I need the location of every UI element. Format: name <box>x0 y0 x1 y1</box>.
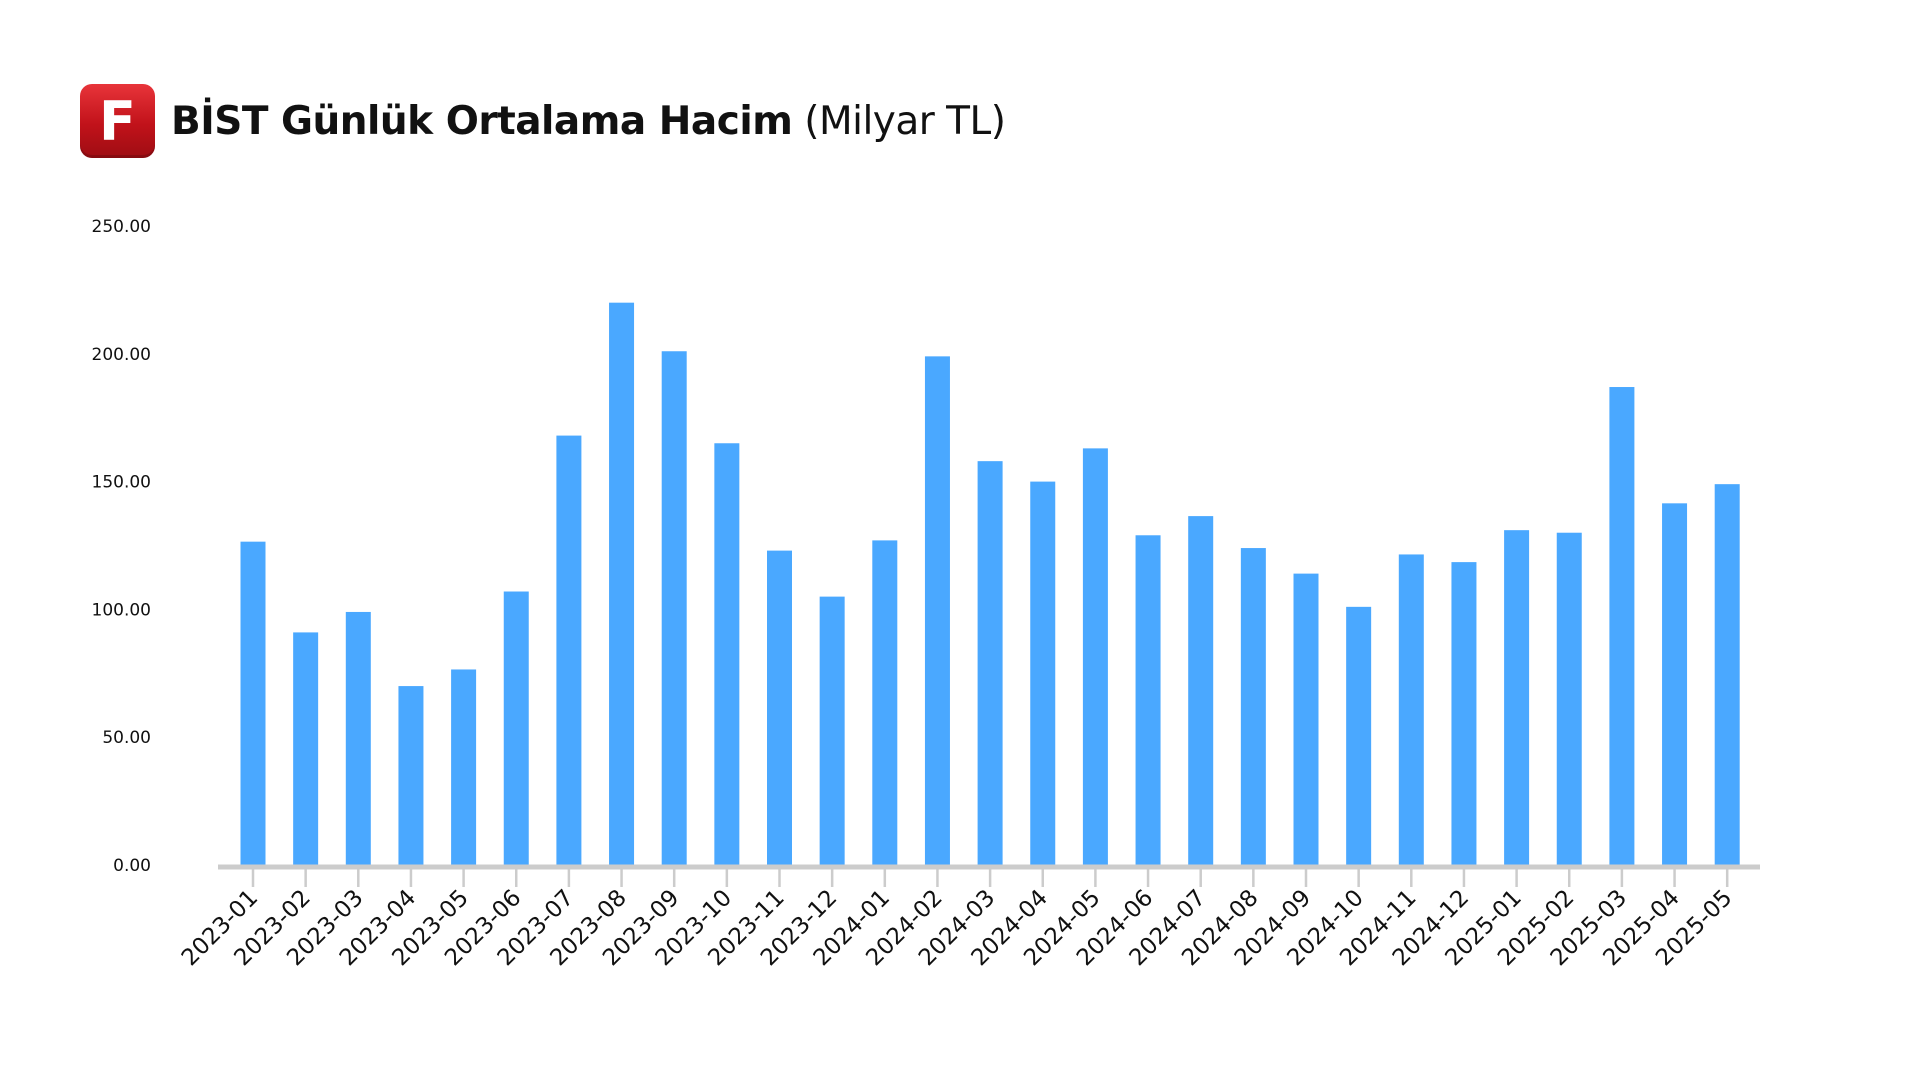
bars <box>240 302 1740 865</box>
chart-title: BİST Günlük Ortalama Hacim (Milyar TL) <box>171 98 1006 144</box>
x-axis <box>218 864 1760 887</box>
bar-2023-06 <box>503 591 529 865</box>
bar-2024-09 <box>1293 573 1319 865</box>
bar-2025-03 <box>1609 387 1635 865</box>
bar-2023-01 <box>240 541 266 865</box>
bar-2023-04 <box>398 686 424 865</box>
chart-title-main: BİST Günlük Ortalama Hacim <box>171 98 793 144</box>
x-axis-labels: 2023-012023-022023-032023-042023-052023-… <box>177 885 1738 971</box>
bar-2023-07 <box>556 435 582 865</box>
bar-2024-10 <box>1346 606 1372 865</box>
bar-2024-12 <box>1451 562 1477 865</box>
bar-2024-01 <box>872 540 898 865</box>
bar-2024-03 <box>977 461 1003 865</box>
y-tick-label: 200.00 <box>92 345 151 365</box>
chart-header: F BİST Günlük Ortalama Hacim (Milyar TL) <box>80 84 1006 158</box>
bar-2023-08 <box>609 302 635 865</box>
bar-2023-02 <box>293 632 319 865</box>
y-tick-label: 100.00 <box>92 600 151 620</box>
bar-2025-04 <box>1662 503 1688 865</box>
bar-2023-05 <box>451 669 477 865</box>
y-tick-label: 50.00 <box>102 728 151 748</box>
y-tick-label: 150.00 <box>92 473 151 493</box>
bar-2024-04 <box>1030 481 1056 865</box>
bar-2025-01 <box>1504 530 1530 865</box>
bar-2024-08 <box>1240 548 1266 865</box>
bar-2024-05 <box>1082 448 1108 865</box>
bar-2024-11 <box>1398 554 1424 865</box>
y-axis-ticks: 0.00 50.00 100.00 150.00 200.00 250.00 <box>92 217 151 876</box>
chart-title-unit: (Milyar TL) <box>792 98 1006 144</box>
y-tick-label: 250.00 <box>92 217 151 237</box>
bar-2024-07 <box>1188 516 1214 865</box>
bar-2023-03 <box>345 611 371 865</box>
bar-2023-11 <box>767 550 792 865</box>
bar-2025-02 <box>1556 532 1582 865</box>
bar-2023-09 <box>661 351 687 865</box>
bar-2024-02 <box>924 356 950 865</box>
logo-letter: F <box>99 90 136 153</box>
bar-2023-10 <box>714 443 740 865</box>
brand-logo: F <box>80 84 155 158</box>
y-tick-label: 0.00 <box>113 856 151 876</box>
bar-2024-06 <box>1135 535 1161 865</box>
bar-2025-05 <box>1714 484 1740 865</box>
bar-2023-12 <box>819 596 845 865</box>
